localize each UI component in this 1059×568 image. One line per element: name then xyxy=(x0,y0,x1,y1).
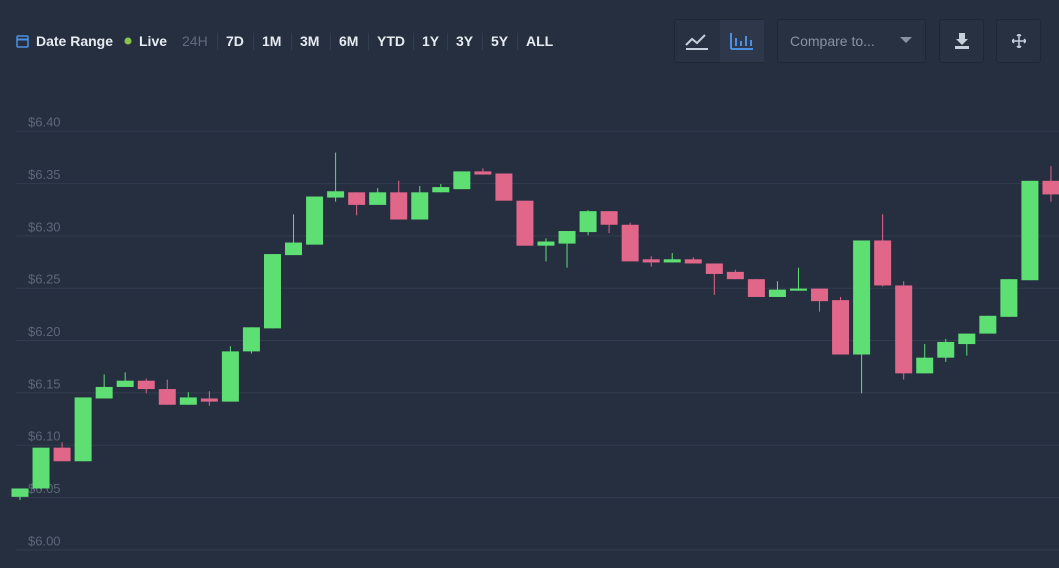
candle-body xyxy=(32,447,50,489)
candle-body xyxy=(348,192,366,205)
candle-body xyxy=(95,386,113,399)
candle-body xyxy=(285,242,303,256)
range-button[interactable]: 1M xyxy=(262,33,282,49)
line-chart-button[interactable] xyxy=(685,32,709,50)
range-button[interactable]: 24H xyxy=(182,33,208,49)
candle-body xyxy=(1021,180,1039,281)
candle-body xyxy=(684,259,702,264)
y-tick-label: $6.15 xyxy=(28,376,61,391)
candle-body xyxy=(958,333,976,345)
chart-type-group xyxy=(674,19,764,63)
date-range-button[interactable]: Date Range xyxy=(36,33,114,49)
compare-select[interactable]: Compare to... xyxy=(777,19,926,63)
candle-body xyxy=(411,192,429,220)
range-button[interactable]: YTD xyxy=(377,33,405,49)
candle-body xyxy=(642,259,660,263)
candle-body xyxy=(242,327,260,352)
candle-body xyxy=(116,380,134,387)
separator xyxy=(447,33,448,50)
candle-body xyxy=(158,389,176,405)
candle-body xyxy=(979,315,997,334)
candle-body xyxy=(726,271,744,280)
separator xyxy=(413,33,414,50)
candle-body xyxy=(74,397,92,462)
move-icon xyxy=(1012,34,1026,48)
candle-body xyxy=(200,398,218,402)
candle-body xyxy=(53,447,71,462)
separator xyxy=(517,33,518,50)
candle-body xyxy=(1000,279,1018,317)
candle-body xyxy=(495,173,513,201)
candle-body xyxy=(453,171,471,190)
range-button[interactable]: 3M xyxy=(300,33,320,49)
download-icon xyxy=(955,33,969,49)
candle-body xyxy=(937,341,955,358)
candle-body xyxy=(516,200,534,246)
separator xyxy=(291,33,292,50)
download-button[interactable] xyxy=(939,19,984,63)
candle-body xyxy=(811,288,829,302)
separator xyxy=(368,33,369,50)
candle-body xyxy=(789,288,807,291)
candle-body xyxy=(663,259,681,263)
separator xyxy=(253,33,254,50)
candle-body xyxy=(137,380,155,390)
candle-body xyxy=(579,211,597,233)
candle-body xyxy=(179,397,197,405)
candle-body xyxy=(369,192,387,205)
range-button[interactable]: 6M xyxy=(339,33,359,49)
candle-body xyxy=(768,289,786,297)
live-dot xyxy=(124,37,132,45)
candle-body xyxy=(474,171,492,175)
candle-body xyxy=(11,488,29,497)
range-button[interactable]: ALL xyxy=(526,33,554,49)
y-tick-label: $6.40 xyxy=(28,115,61,130)
candle-body xyxy=(895,285,913,374)
y-tick-label: $6.35 xyxy=(28,167,61,182)
y-tick-label: $6.00 xyxy=(28,533,61,548)
separator xyxy=(482,33,483,50)
candle-body xyxy=(874,240,892,286)
candle-body xyxy=(263,254,281,329)
candle-chart-button[interactable] xyxy=(730,32,754,50)
separator xyxy=(330,33,331,50)
toolbar: Date Range Live 24H 7D 1M 3M 6M YTD 1Y 3Y 5Y ALL … xyxy=(0,0,1059,84)
candle-body xyxy=(221,351,239,402)
candle-body xyxy=(621,224,639,262)
y-tick-label: $6.25 xyxy=(28,272,61,287)
range-button[interactable]: 1Y xyxy=(422,33,440,49)
candle-body xyxy=(432,187,450,193)
dropdown-arrow xyxy=(900,37,912,43)
candle-body xyxy=(558,231,576,244)
range-button[interactable]: 7D xyxy=(226,33,244,49)
candle-body xyxy=(747,279,765,297)
candle-body xyxy=(537,241,555,246)
candle-body xyxy=(327,191,345,198)
candle-body xyxy=(600,211,618,225)
candle-body xyxy=(705,263,723,274)
candle-body xyxy=(306,196,324,245)
range-button[interactable]: 3Y xyxy=(456,33,474,49)
calendar-icon xyxy=(16,35,29,48)
y-tick-label: $6.30 xyxy=(28,219,61,234)
y-tick-label: $6.20 xyxy=(28,324,61,339)
compare-placeholder: Compare to... xyxy=(790,33,875,49)
candle-body xyxy=(853,240,871,355)
candle-body xyxy=(832,300,850,355)
candle-body xyxy=(1042,180,1059,195)
live-button[interactable]: Live xyxy=(139,33,168,49)
candle-body xyxy=(390,192,408,220)
expand-button[interactable] xyxy=(996,19,1041,63)
y-tick-label: $6.10 xyxy=(28,429,61,444)
candle-body xyxy=(916,357,934,374)
separator xyxy=(217,33,218,50)
range-button[interactable]: 5Y xyxy=(491,33,509,49)
